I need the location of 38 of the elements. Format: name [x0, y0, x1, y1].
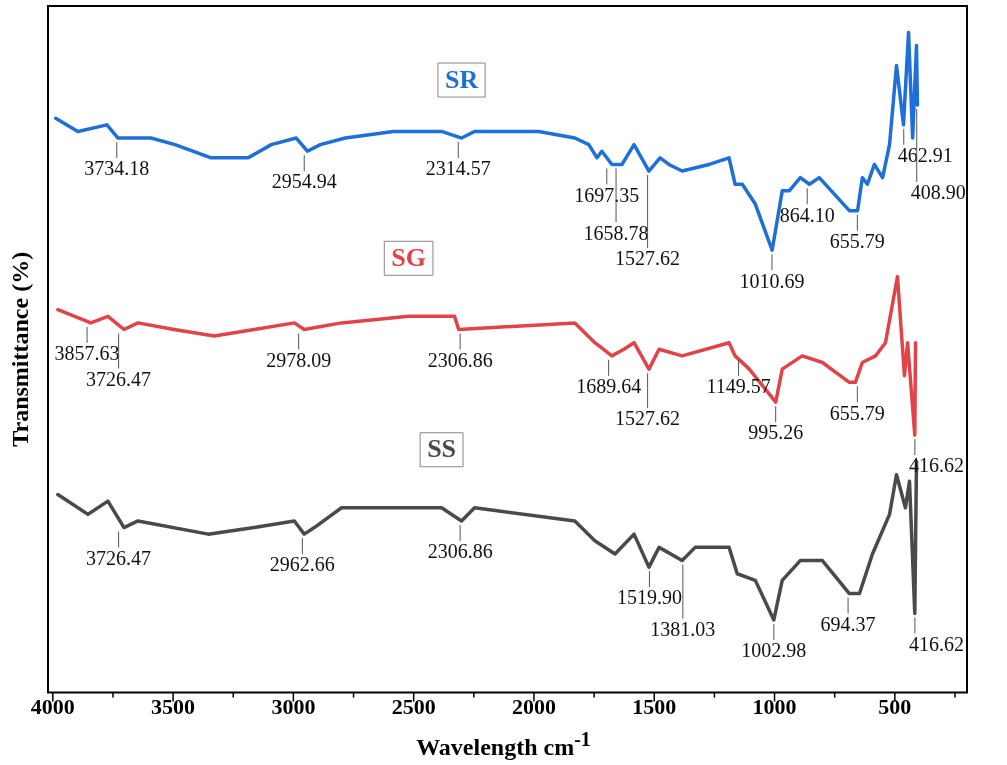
annotation: 2306.86 [427, 540, 493, 563]
annotation: 2314.57 [425, 157, 491, 180]
annotation: 1381.03 [650, 617, 716, 640]
annotation: 462.91 [897, 144, 953, 167]
annotation: 694.37 [820, 612, 876, 635]
x-tick-label: 2500 [391, 694, 436, 720]
annotation: 1689.64 [576, 375, 642, 398]
x-tick-label: 500 [878, 694, 912, 720]
annotation: 3726.47 [86, 367, 152, 390]
x-tick-label: 4000 [30, 694, 75, 720]
annotation: 995.26 [748, 421, 804, 444]
annotation: 1002.98 [741, 639, 807, 662]
annotation: 1697.35 [574, 183, 640, 206]
annotation: 864.10 [779, 203, 835, 226]
annotation: 1527.62 [615, 407, 681, 430]
annotation: 1519.90 [616, 586, 682, 609]
annotation: 1010.69 [739, 269, 805, 292]
annotation: 3726.47 [86, 546, 152, 569]
annotation: 2954.94 [271, 170, 337, 193]
x-tick-label: 1500 [632, 694, 677, 720]
annotation: 416.62 [908, 632, 964, 655]
series-label: SR [444, 64, 479, 94]
annotation: 3734.18 [84, 157, 150, 180]
annotation: 655.79 [829, 401, 885, 424]
annotation: 1527.62 [615, 247, 681, 270]
x-tick-label: 3000 [271, 694, 316, 720]
series-label: SG [391, 243, 426, 273]
annotation: 655.79 [829, 229, 885, 252]
annotation: 2306.86 [427, 348, 493, 371]
annotation: 2962.66 [269, 553, 335, 576]
x-tick-label: 3500 [151, 694, 196, 720]
y-axis-title: Transmittance (%) [7, 251, 34, 447]
x-tick-label: 1000 [752, 694, 797, 720]
series-label: SS [427, 434, 457, 464]
x-tick-label: 2000 [511, 694, 556, 720]
x-axis-title: Wavelength cm$^{-1}$ [415, 728, 592, 761]
annotation: 2978.09 [266, 348, 332, 371]
annotation: 408.90 [910, 181, 966, 204]
